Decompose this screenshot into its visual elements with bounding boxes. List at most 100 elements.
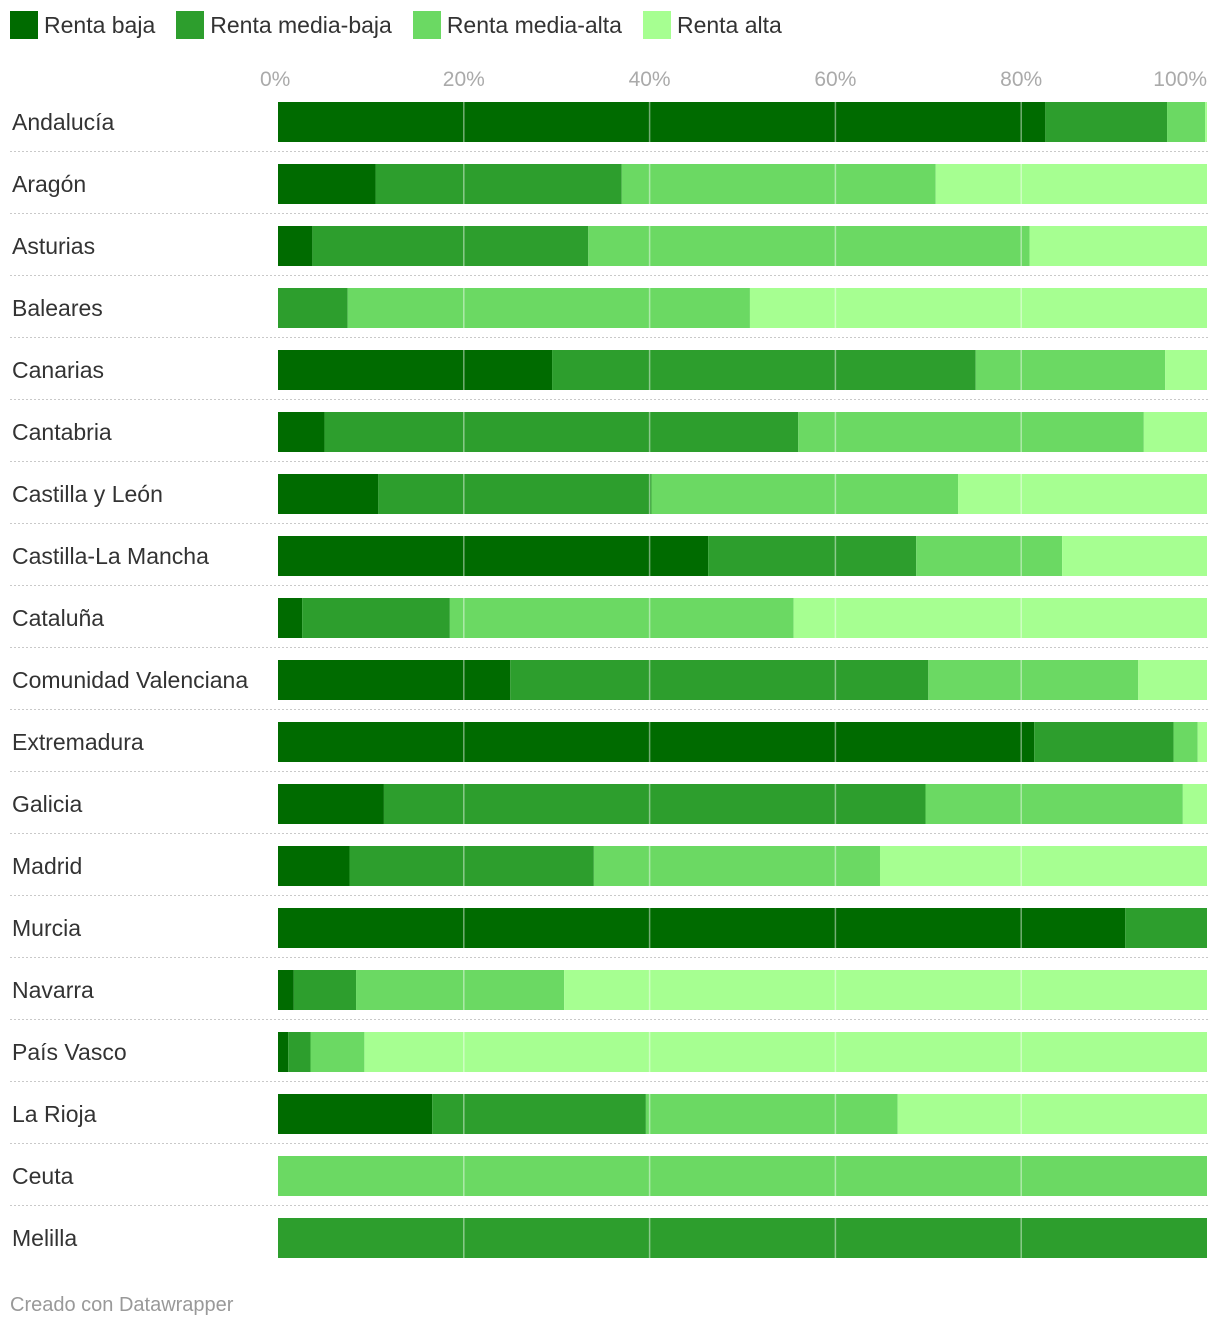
category-label: País Vasco [12, 1039, 127, 1065]
bars-group [278, 102, 1207, 1258]
bar-segment [621, 164, 936, 204]
bar-segment [378, 474, 652, 514]
legend-item: Renta baja [10, 11, 155, 39]
bar-segment [278, 1032, 289, 1072]
bar-segment [1197, 722, 1207, 762]
bar-segment [278, 1156, 1207, 1196]
legend-item: Renta media-baja [176, 11, 392, 39]
bar-segment [1165, 350, 1207, 390]
bar-segment [278, 784, 384, 824]
bar-segment [651, 474, 959, 514]
bar-segment [364, 1032, 1207, 1072]
bar-segment [375, 164, 622, 204]
category-label: La Rioja [12, 1101, 97, 1127]
bar-segment [1205, 102, 1207, 142]
bar-segment [1138, 660, 1207, 700]
chart-credit: Creado con Datawrapper [10, 1294, 234, 1316]
category-label: Murcia [12, 915, 81, 941]
bar-segment [278, 536, 709, 576]
bar-segment [510, 660, 929, 700]
bar-segment [278, 164, 376, 204]
bar-segment [347, 288, 750, 328]
bar-segment [1167, 102, 1206, 142]
bar-segment [288, 1032, 311, 1072]
category-label: Asturias [12, 233, 95, 259]
legend-swatch [10, 11, 38, 39]
bar-segment [383, 784, 926, 824]
tick-label: 20% [443, 68, 485, 91]
bar-segment [916, 536, 1063, 576]
labels-group: Andalucía Aragón Asturias Baleares Canarias C… [12, 68, 1207, 1251]
bar-segment [1173, 722, 1198, 762]
tick-label: 40% [629, 68, 671, 91]
bar-segment [312, 226, 589, 266]
bar-segment [449, 598, 794, 638]
category-label: Extremadura [12, 729, 144, 755]
bar-segment [1034, 722, 1174, 762]
bar-segment [1062, 536, 1207, 576]
category-label: Castilla-La Mancha [12, 543, 209, 569]
bar-segment [1029, 226, 1207, 266]
category-label: Madrid [12, 853, 82, 879]
bar-segment [928, 660, 1139, 700]
bar-segment [278, 350, 553, 390]
bar-segment [278, 474, 379, 514]
category-label: Canarias [12, 357, 104, 383]
bar-segment [310, 1032, 365, 1072]
bar-segment [1143, 412, 1207, 452]
bar-segment [564, 970, 1207, 1010]
bar-segment [958, 474, 1207, 514]
legend-label: Renta baja [44, 11, 156, 38]
category-label: Galicia [12, 791, 83, 817]
bar-segment [798, 412, 1144, 452]
category-label: Cantabria [12, 419, 112, 445]
bar-segment [302, 598, 450, 638]
bar-segment [925, 784, 1183, 824]
bar-segment [897, 1094, 1207, 1134]
bar-segment [278, 1218, 1207, 1258]
legend-label: Renta media-alta [446, 11, 622, 38]
bar-segment [1045, 102, 1168, 142]
bar-segment [278, 102, 1046, 142]
bar-segment [278, 908, 1126, 948]
bar-segment [278, 598, 303, 638]
bar-segment [645, 1094, 898, 1134]
category-label: Castilla y León [12, 481, 163, 507]
legend-swatch [642, 11, 671, 39]
bar-segment [552, 350, 976, 390]
tick-label: 0% [260, 68, 290, 91]
bar-segment [356, 970, 565, 1010]
bar-segment [278, 970, 294, 1010]
bar-segment [278, 722, 1035, 762]
bar-segment [793, 598, 1207, 638]
bar-segment [293, 970, 357, 1010]
bar-segment [324, 412, 799, 452]
chart-legend: Renta baja Renta media-baja Renta media-al… [10, 10, 803, 40]
legend-label: Renta media-baja [210, 11, 392, 38]
bar-segment [708, 536, 917, 576]
gridlines-group [10, 90, 1208, 1258]
bar-segment [278, 288, 348, 328]
stacked-bar-chart: Andalucía Aragón Asturias Baleares Canarias C… [10, 68, 1208, 1258]
bar-segment [278, 1094, 433, 1134]
category-label: Aragón [12, 171, 86, 197]
bar-segment [879, 846, 1207, 886]
legend-item: Renta media-alta [412, 11, 622, 39]
legend-label: Renta alta [676, 11, 782, 38]
bar-segment [593, 846, 880, 886]
bar-segment [749, 288, 1207, 328]
category-label: Cataluña [12, 605, 104, 631]
bar-segment [278, 226, 313, 266]
bar-segment [975, 350, 1166, 390]
category-label: Melilla [12, 1225, 77, 1251]
bar-segment [349, 846, 594, 886]
legend-swatch [412, 11, 441, 39]
tick-label: 80% [1000, 68, 1042, 91]
bar-segment [588, 226, 1030, 266]
bar-segment [278, 846, 350, 886]
category-label: Baleares [12, 295, 103, 321]
category-label: Ceuta [12, 1163, 74, 1189]
tick-label: 60% [814, 68, 856, 91]
category-label: Andalucía [12, 109, 115, 135]
category-label: Comunidad Valenciana [12, 667, 248, 693]
